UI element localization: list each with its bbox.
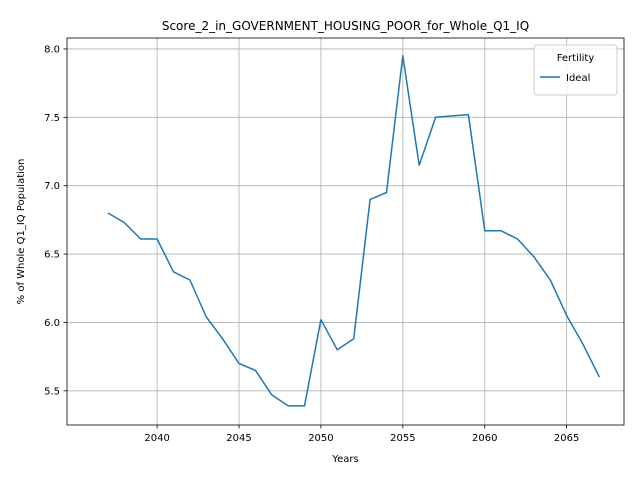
y-tick-label: 6.5 [44, 250, 60, 261]
y-tick-label: 8.0 [44, 44, 60, 55]
x-tick-label: 2040 [144, 433, 169, 444]
x-tick-label: 2065 [554, 433, 579, 444]
chart-title: Score_2_in_GOVERNMENT_HOUSING_POOR_for_W… [162, 19, 529, 33]
x-tick-label: 2045 [226, 433, 251, 444]
y-tick-label: 6.0 [44, 318, 60, 329]
legend: Fertility Ideal [533, 44, 618, 96]
plot-area-frame [66, 37, 625, 426]
legend-box [533, 44, 618, 96]
x-axis-ticks: 2040 2045 2050 2055 2060 2065 [144, 425, 579, 444]
legend-label-ideal: Ideal [566, 73, 590, 84]
x-axis-title: Years [331, 454, 358, 465]
y-axis-ticks: 5.5 6.0 6.5 7.0 7.5 8.0 [44, 44, 67, 397]
grid [67, 38, 624, 425]
series-line-ideal [107, 55, 601, 407]
y-axis-title: % of Whole Q1_IQ Population [16, 159, 27, 305]
y-tick-label: 7.0 [44, 181, 60, 192]
legend-title: Fertility [557, 53, 595, 64]
y-tick-label: 7.5 [44, 113, 60, 124]
y-tick-label: 5.5 [44, 386, 60, 397]
x-tick-label: 2055 [390, 433, 415, 444]
x-tick-label: 2050 [308, 433, 333, 444]
x-tick-label: 2060 [472, 433, 497, 444]
series-lines [107, 55, 601, 407]
